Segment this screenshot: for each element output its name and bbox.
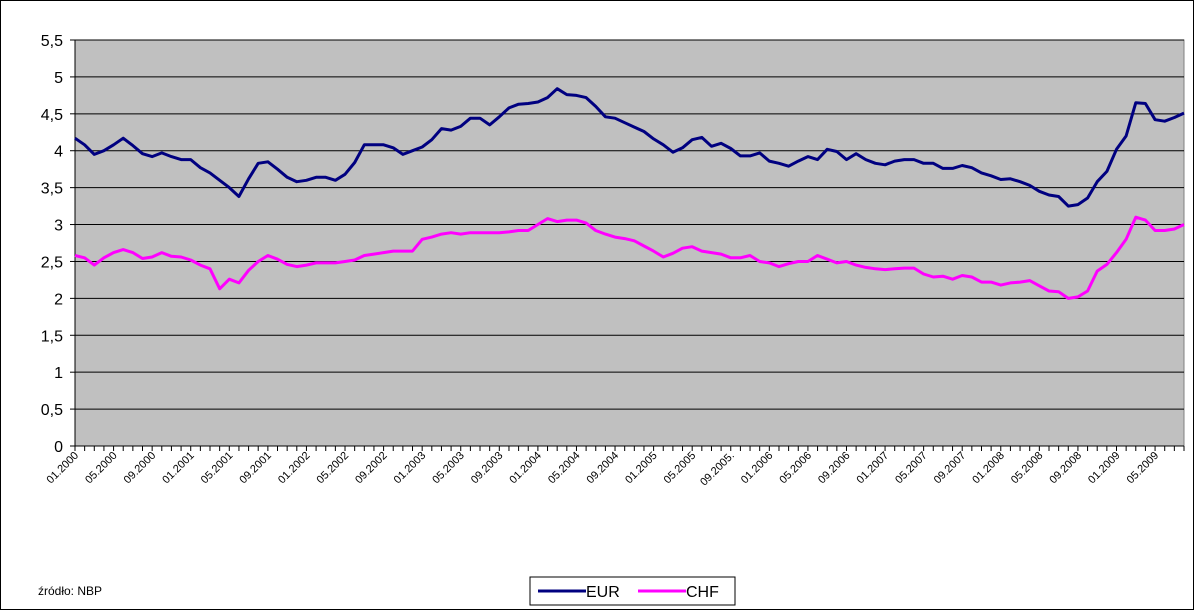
y-tick-label: 3 [54, 218, 63, 235]
y-tick-label: 1,5 [41, 328, 63, 345]
y-tick-label: 1 [54, 365, 63, 382]
y-tick-label: 2,5 [41, 254, 63, 271]
y-tick-label: 0 [54, 439, 63, 456]
series-line [74, 87, 1185, 208]
legend-label: CHF [686, 584, 719, 601]
y-tick-label: 5,5 [41, 33, 63, 50]
y-tick-label: 5 [54, 70, 63, 87]
series-line [74, 215, 1185, 300]
y-tick-label: 4,5 [41, 107, 63, 124]
y-tick-label: 0,5 [41, 402, 63, 419]
y-tick-label: 2 [54, 291, 63, 308]
y-tick-label: 4 [54, 144, 63, 161]
y-tick-label: 3,5 [41, 181, 63, 198]
source-note: źródło: NBP [38, 584, 102, 598]
legend-label: EUR [586, 584, 620, 601]
plot-area [74, 39, 1185, 447]
